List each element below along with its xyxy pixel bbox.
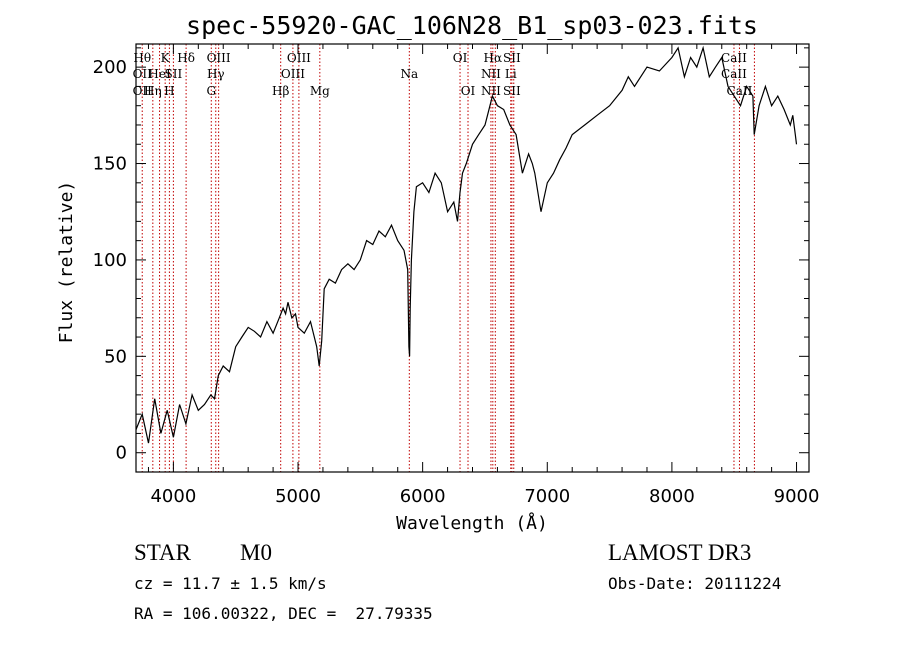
line-label: SII	[503, 84, 521, 98]
plot-frame	[135, 43, 810, 473]
x-axis-label: Wavelength (Å)	[396, 512, 548, 534]
line-label: Hβ	[272, 84, 289, 98]
redshift-cz: cz = 11.7 ± 1.5 km/s	[134, 574, 327, 593]
chart-title: spec-55920-GAC_106N28_B1_sp03-023.fits	[186, 11, 758, 40]
line-label: OIII	[281, 67, 305, 81]
line-label: SII	[503, 51, 521, 65]
x-tick-label: 7000	[524, 486, 570, 507]
line-label: G	[206, 84, 216, 98]
x-tick-label: 4000	[150, 486, 196, 507]
observation-date: Obs-Date: 20111224	[608, 574, 782, 593]
survey-name: LAMOST DR3	[608, 540, 752, 565]
x-tick-label: 5000	[275, 486, 321, 507]
line-label: OII	[133, 84, 153, 98]
line-label: OI	[461, 84, 476, 98]
line-label: Li	[505, 67, 517, 81]
line-label: NII	[481, 67, 501, 81]
y-tick-label: 150	[93, 154, 127, 175]
spectrum-line	[135, 45, 798, 444]
line-labels: HθOIIOIIHηHeIKHSIIHδGHγOIIIHβOIIIOIIIMgN…	[133, 51, 753, 98]
line-label: OIII	[207, 51, 231, 65]
x-tick-label: 6000	[400, 486, 446, 507]
y-tick-label: 100	[93, 250, 127, 271]
line-label: K	[161, 51, 171, 65]
x-tick-label: 8000	[649, 486, 695, 507]
object-subclass: M0	[240, 540, 272, 565]
x-tick-label: 9000	[774, 486, 820, 507]
line-label: OI	[453, 51, 468, 65]
y-tick-label: 200	[93, 57, 127, 78]
line-label: HeI	[148, 67, 171, 81]
line-label: CaII	[721, 67, 747, 81]
y-tick-label: 0	[116, 443, 127, 464]
line-label: Hδ	[177, 51, 195, 65]
line-label: OIII	[287, 51, 311, 65]
y-axis: 0 50 100 150 200	[93, 47, 809, 464]
ra-dec: RA = 106.00322, DEC = 27.79335	[134, 604, 433, 623]
line-markers	[141, 44, 755, 472]
line-label: OII	[133, 67, 153, 81]
line-label: SII	[165, 67, 183, 81]
line-label: Na	[400, 67, 418, 81]
line-label: NII	[481, 84, 501, 98]
line-label: Hη	[144, 84, 162, 98]
x-axis: 4000 5000 6000 7000 8000 9000	[147, 44, 820, 507]
line-label: Hγ	[207, 67, 225, 81]
y-axis-label: Flux (relative)	[56, 181, 77, 344]
line-label: Mg	[310, 84, 330, 98]
line-label: Hθ	[133, 51, 151, 65]
line-label: CaII	[721, 51, 747, 65]
y-tick-label: 50	[104, 346, 127, 367]
line-label: H	[164, 84, 174, 98]
object-class: STAR	[134, 540, 191, 565]
line-label: Hα	[484, 51, 503, 65]
